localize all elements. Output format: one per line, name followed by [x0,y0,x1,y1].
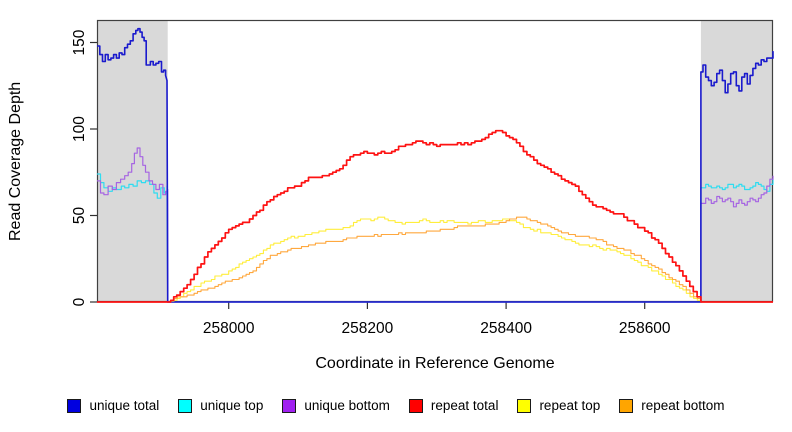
legend-swatch-repeat-total [408,398,423,413]
x-axis-tick-label-258600: 258600 [619,320,671,337]
legend: unique total unique top unique bottom repea… [0,398,792,413]
legend-item-unique-bottom: unique bottom [282,398,390,413]
series-line-unique-bottom [97,147,774,303]
legend-item-repeat-top: repeat top [517,398,600,413]
plot-box [96,19,774,303]
legend-label-repeat-top: repeat top [539,398,601,413]
series-line-repeat-top [97,216,773,303]
series-line-unique-top [97,173,774,303]
y-axis-tick-label-0: 0 [71,297,88,306]
series-line-repeat-total [97,129,773,303]
y-axis-title: Read Coverage Depth [7,81,24,241]
series-line-repeat-bottom [97,216,773,303]
x-axis-tick-label-258200: 258200 [342,320,394,337]
legend-label-repeat-bottom: repeat bottom [641,398,725,413]
x-axis-tick-label-258400: 258400 [480,320,532,337]
legend-label-repeat-total: repeat total [430,398,499,413]
legend-item-unique-total: unique total [67,398,159,413]
shaded-region-right [700,20,773,302]
series-line-unique-total [97,27,774,303]
shaded-region-left [97,20,168,302]
legend-swatch-unique-bottom [282,398,297,413]
y-axis-tick-label-150: 150 [71,29,88,55]
legend-item-unique-top: unique top [178,398,263,413]
legend-item-repeat-total: repeat total [408,398,499,413]
x-axis-title: Coordinate in Reference Genome [315,355,555,372]
legend-label-unique-bottom: unique bottom [304,398,390,413]
legend-swatch-unique-total [67,398,82,413]
y-axis-tick-label-100: 100 [71,116,88,142]
legend-swatch-repeat-top [517,398,532,413]
legend-label-unique-top: unique top [200,398,264,413]
legend-swatch-unique-top [178,398,193,413]
legend-swatch-repeat-bottom [619,398,634,413]
legend-item-repeat-bottom: repeat bottom [619,398,725,413]
y-axis-tick-label-50: 50 [71,207,88,225]
x-axis-tick-label-258000: 258000 [203,320,255,337]
legend-label-unique-total: unique total [89,398,160,413]
